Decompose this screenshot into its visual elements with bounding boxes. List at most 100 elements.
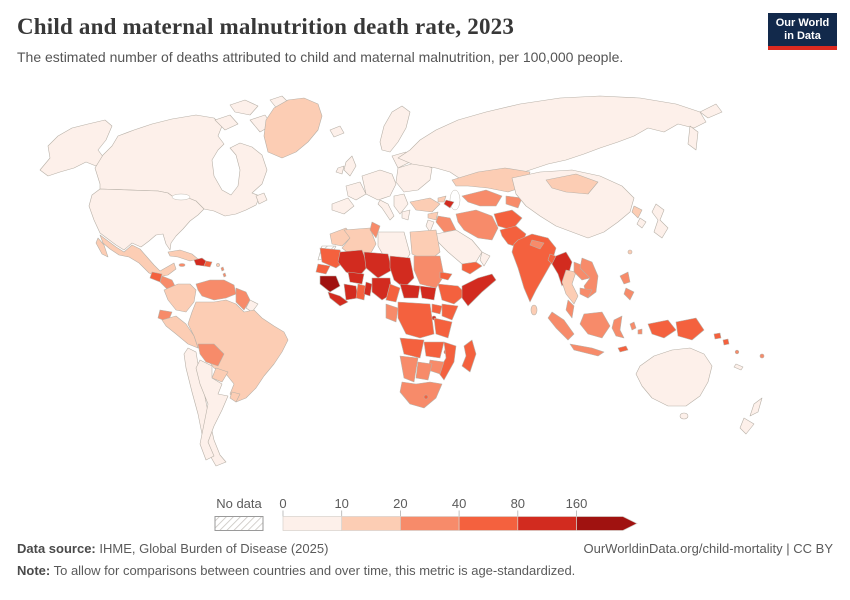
map-region-central-african-republic[interactable] (399, 283, 421, 299)
map-region-peru[interactable] (161, 315, 199, 349)
map-region-fiji[interactable] (759, 353, 765, 359)
map-region-togo-benin[interactable] (363, 281, 373, 297)
legend-swatch-160-plus-arrow[interactable] (576, 516, 638, 531)
map-region-india[interactable] (511, 233, 557, 303)
map-region-borneo[interactable] (579, 311, 611, 339)
map-region-somalia[interactable] (461, 273, 497, 307)
map-region-papua-new-guinea[interactable] (675, 317, 705, 341)
map-region-malaysia[interactable] (565, 299, 575, 319)
map-region-sierra-leone-liberia[interactable] (327, 291, 349, 307)
map-region-vanuatu[interactable] (734, 349, 740, 355)
map-region-baja-california[interactable] (95, 237, 109, 258)
map-region-puerto-rico[interactable] (216, 263, 220, 267)
map-region-cameroon[interactable] (385, 283, 401, 303)
map-region-south-korea[interactable] (636, 217, 647, 229)
map-region-azerbaijan[interactable] (443, 199, 455, 209)
map-region-namibia[interactable] (399, 355, 419, 383)
map-region-madagascar[interactable] (461, 339, 477, 373)
map-region-lesotho[interactable] (423, 394, 429, 400)
map-region-south-sudan[interactable] (419, 285, 437, 301)
map-region-mozambique[interactable] (437, 341, 457, 381)
map-region-sulawesi[interactable] (611, 315, 625, 339)
map-region-north-korea[interactable] (631, 205, 643, 219)
map-region-russia[interactable] (397, 95, 707, 185)
map-region-venezuela[interactable] (195, 279, 237, 301)
map-region-greenland[interactable] (263, 97, 323, 159)
map-region-nepal[interactable] (529, 239, 545, 250)
map-region-turkmenistan-uzbekistan[interactable] (461, 189, 503, 207)
map-region-kenya[interactable] (441, 303, 459, 321)
map-region-philippines[interactable] (619, 271, 635, 301)
map-region-balkans[interactable] (393, 193, 409, 215)
map-region-sudan[interactable] (413, 255, 445, 289)
map-region-argentina[interactable] (195, 359, 229, 461)
map-region-botswana[interactable] (415, 361, 433, 381)
map-region-lesser-antilles[interactable] (220, 266, 227, 278)
map-region-kamchatka[interactable] (687, 125, 699, 151)
map-region-chukotka[interactable] (699, 103, 723, 119)
map-region-bolivia[interactable] (197, 343, 225, 367)
map-region-eritrea[interactable] (439, 271, 453, 281)
map-region-cambodia[interactable] (579, 287, 593, 299)
legend-swatch-10-20[interactable] (341, 516, 401, 531)
owid-logo[interactable]: Our World in Data (768, 13, 837, 50)
legend-swatch-40-80[interactable] (458, 516, 519, 531)
map-region-sumatra[interactable] (547, 311, 575, 341)
map-region-south-africa[interactable] (399, 381, 443, 409)
map-region-gabon-congo[interactable] (385, 303, 399, 323)
map-region-central-europe[interactable] (361, 169, 397, 201)
map-region-tanzania[interactable] (433, 317, 453, 339)
map-region-new-caledonia[interactable] (733, 363, 744, 371)
map-region-mauritania[interactable] (319, 247, 345, 269)
map-region-alaska[interactable] (39, 119, 113, 177)
map-region-arctic-islands[interactable] (214, 95, 291, 133)
map-region-oman[interactable] (479, 251, 491, 267)
legend-no-data-swatch[interactable] (214, 516, 264, 531)
map-region-sri-lanka[interactable] (530, 304, 538, 316)
legend-swatch-80-160[interactable] (517, 516, 577, 531)
map-region-ireland[interactable] (335, 165, 345, 175)
map-region-greece[interactable] (401, 209, 411, 221)
map-region-moluccas[interactable] (629, 321, 643, 335)
map-region-guyana-suriname[interactable] (235, 287, 251, 311)
map-region-zambia[interactable] (423, 341, 445, 359)
legend-swatch-0-10[interactable] (282, 516, 343, 531)
map-region-uk[interactable] (343, 155, 357, 177)
map-region-iraq[interactable] (435, 215, 457, 233)
map-region-solomon-islands[interactable] (713, 332, 730, 346)
map-region-georgia[interactable] (437, 195, 447, 203)
owid-url-license[interactable]: OurWorldinData.org/child-mortality | CC … (583, 541, 834, 556)
map-region-niger[interactable] (363, 251, 393, 279)
map-region-thailand[interactable] (561, 269, 579, 305)
map-region-dominican-republic[interactable] (203, 260, 213, 268)
map-region-kyrgyzstan-tajikistan[interactable] (505, 195, 523, 209)
map-region-senegal[interactable] (315, 263, 331, 275)
map-region-italy[interactable] (377, 199, 395, 221)
map-region-java[interactable] (569, 343, 605, 357)
map-region-newfoundland[interactable] (255, 192, 268, 205)
map-region-taiwan[interactable] (627, 249, 633, 255)
map-region-uganda[interactable] (431, 303, 443, 315)
map-region-new-zealand[interactable] (739, 397, 763, 435)
map-region-france[interactable] (345, 181, 367, 201)
map-region-jamaica[interactable] (178, 263, 186, 267)
map-region-uruguay[interactable] (229, 391, 241, 403)
map-region-ghana[interactable] (355, 283, 367, 301)
map-region-iran[interactable] (455, 209, 499, 241)
map-region-ethiopia[interactable] (437, 283, 467, 305)
map-region-tunisia[interactable] (369, 221, 381, 239)
map-region-yemen[interactable] (461, 261, 483, 275)
map-region-iceland[interactable] (329, 125, 345, 138)
map-region-turkey[interactable] (409, 197, 441, 213)
map-region-paraguay[interactable] (211, 367, 229, 383)
map-region-syria[interactable] (427, 211, 439, 221)
map-region-tasmania[interactable] (679, 412, 689, 420)
map-region-iberia[interactable] (331, 197, 355, 215)
map-region-mongolia[interactable] (545, 173, 599, 195)
map-region-west-papua[interactable] (647, 319, 677, 339)
map-region-angola[interactable] (399, 337, 425, 359)
map-region-cuba[interactable] (167, 249, 199, 262)
map-region-scandinavia[interactable] (379, 105, 411, 153)
map-region-drc[interactable] (397, 301, 435, 339)
map-region-timor[interactable] (617, 345, 629, 353)
